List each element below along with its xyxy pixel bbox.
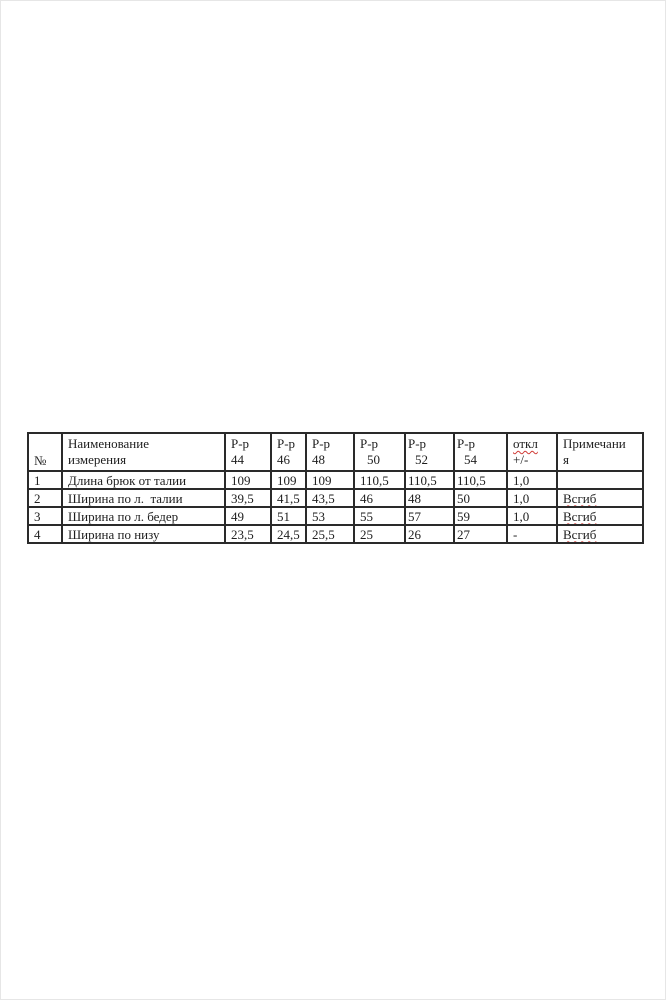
- cell-num: 3: [27, 506, 63, 526]
- cell-size-54: 27: [453, 524, 508, 544]
- cell-size-50: 55: [353, 506, 406, 526]
- measurement-name: Длина брюк от талии: [68, 472, 187, 488]
- cell-size-44: 39,5: [224, 488, 272, 508]
- cell-name: Ширина по низу: [61, 524, 226, 544]
- num-header-label: №: [34, 453, 47, 468]
- size-label: Р-р: [231, 436, 250, 451]
- cell-size-48: 109: [305, 470, 355, 490]
- cell-size-46: 51: [270, 506, 307, 526]
- table-body: 1 Длина брюк от талии 109 109 109 110,5 …: [27, 470, 644, 544]
- size-value: 44: [231, 452, 244, 467]
- size-value: 46: [277, 452, 290, 467]
- deviation-header-line2: +/-: [513, 452, 529, 467]
- size-value: 50: [367, 452, 380, 467]
- col-header-size-44: Р-р 44: [224, 432, 272, 472]
- col-header-size-48: Р-р 48: [305, 432, 355, 472]
- measurement-name: Ширина по л. талии: [68, 490, 183, 506]
- measurement-table: № Наименование измерения Р-р 44 Р-р 46 Р…: [27, 432, 644, 544]
- cell-size-46: 41,5: [270, 488, 307, 508]
- cell-size-50: 110,5: [353, 470, 406, 490]
- size-value: 54: [464, 452, 477, 467]
- cell-size-52: 110,5: [404, 470, 455, 490]
- deviation-header-line1: откл: [513, 436, 538, 451]
- cell-deviation: 1,0: [506, 470, 558, 490]
- cell-name: Длина брюк от талии: [61, 470, 226, 490]
- cell-name: Ширина по л. талии: [61, 488, 226, 508]
- cell-size-52: 48: [404, 488, 455, 508]
- cell-size-48: 53: [305, 506, 355, 526]
- cell-size-46: 109: [270, 470, 307, 490]
- table-header: № Наименование измерения Р-р 44 Р-р 46 Р…: [27, 432, 644, 472]
- cell-size-50: 46: [353, 488, 406, 508]
- size-label: Р-р: [457, 436, 476, 451]
- size-label: Р-р: [277, 436, 296, 451]
- col-header-num: №: [27, 432, 63, 472]
- measurement-name: Ширина по низу: [68, 526, 160, 542]
- cell-num: 2: [27, 488, 63, 508]
- cell-size-54: 110,5: [453, 470, 508, 490]
- cell-size-46: 24,5: [270, 524, 307, 544]
- notes-header-line1: Примечани: [563, 436, 626, 451]
- cell-deviation: 1,0: [506, 506, 558, 526]
- cell-note: [556, 470, 644, 490]
- col-header-size-50: Р-р 50: [353, 432, 406, 472]
- cell-note: Всгиб: [556, 506, 644, 526]
- col-header-name: Наименование измерения: [61, 432, 226, 472]
- cell-deviation: 1,0: [506, 488, 558, 508]
- cell-num: 4: [27, 524, 63, 544]
- table-row: 1 Длина брюк от талии 109 109 109 110,5 …: [27, 470, 644, 490]
- cell-size-44: 109: [224, 470, 272, 490]
- note-text: Всгиб: [563, 490, 597, 506]
- cell-size-50: 25: [353, 524, 406, 544]
- cell-size-48: 43,5: [305, 488, 355, 508]
- measurement-name: Ширина по л. бедер: [68, 508, 179, 524]
- col-header-size-54: Р-р 54: [453, 432, 508, 472]
- notes-header-line2: я: [563, 452, 569, 467]
- cell-size-44: 49: [224, 506, 272, 526]
- cell-size-54: 50: [453, 488, 508, 508]
- cell-name: Ширина по л. бедер: [61, 506, 226, 526]
- size-value: 48: [312, 452, 325, 467]
- table-row: 3 Ширина по л. бедер 49 51 53 55 57 59 1…: [27, 506, 644, 526]
- col-header-size-52: Р-р 52: [404, 432, 455, 472]
- size-label: Р-р: [312, 436, 331, 451]
- cell-size-54: 59: [453, 506, 508, 526]
- table-row: 2 Ширина по л. талии 39,5 41,5 43,5 46 4…: [27, 488, 644, 508]
- cell-note: Всгиб: [556, 488, 644, 508]
- cell-size-52: 26: [404, 524, 455, 544]
- cell-size-48: 25,5: [305, 524, 355, 544]
- note-text: Всгиб: [563, 526, 597, 542]
- header-row: № Наименование измерения Р-р 44 Р-р 46 Р…: [27, 432, 644, 472]
- name-header-line2: измерения: [68, 452, 127, 467]
- col-header-size-46: Р-р 46: [270, 432, 307, 472]
- size-label: Р-р: [360, 436, 379, 451]
- cell-note: Всгиб: [556, 524, 644, 544]
- cell-size-52: 57: [404, 506, 455, 526]
- note-text: Всгиб: [563, 508, 597, 524]
- cell-size-44: 23,5: [224, 524, 272, 544]
- size-label: Р-р: [408, 436, 427, 451]
- col-header-notes: Примечани я: [556, 432, 644, 472]
- col-header-deviation: откл +/-: [506, 432, 558, 472]
- cell-deviation: -: [506, 524, 558, 544]
- cell-num: 1: [27, 470, 63, 490]
- size-value: 52: [415, 452, 428, 467]
- name-header-line1: Наименование: [68, 436, 149, 451]
- table-row: 4 Ширина по низу 23,5 24,5 25,5 25 26 27…: [27, 524, 644, 544]
